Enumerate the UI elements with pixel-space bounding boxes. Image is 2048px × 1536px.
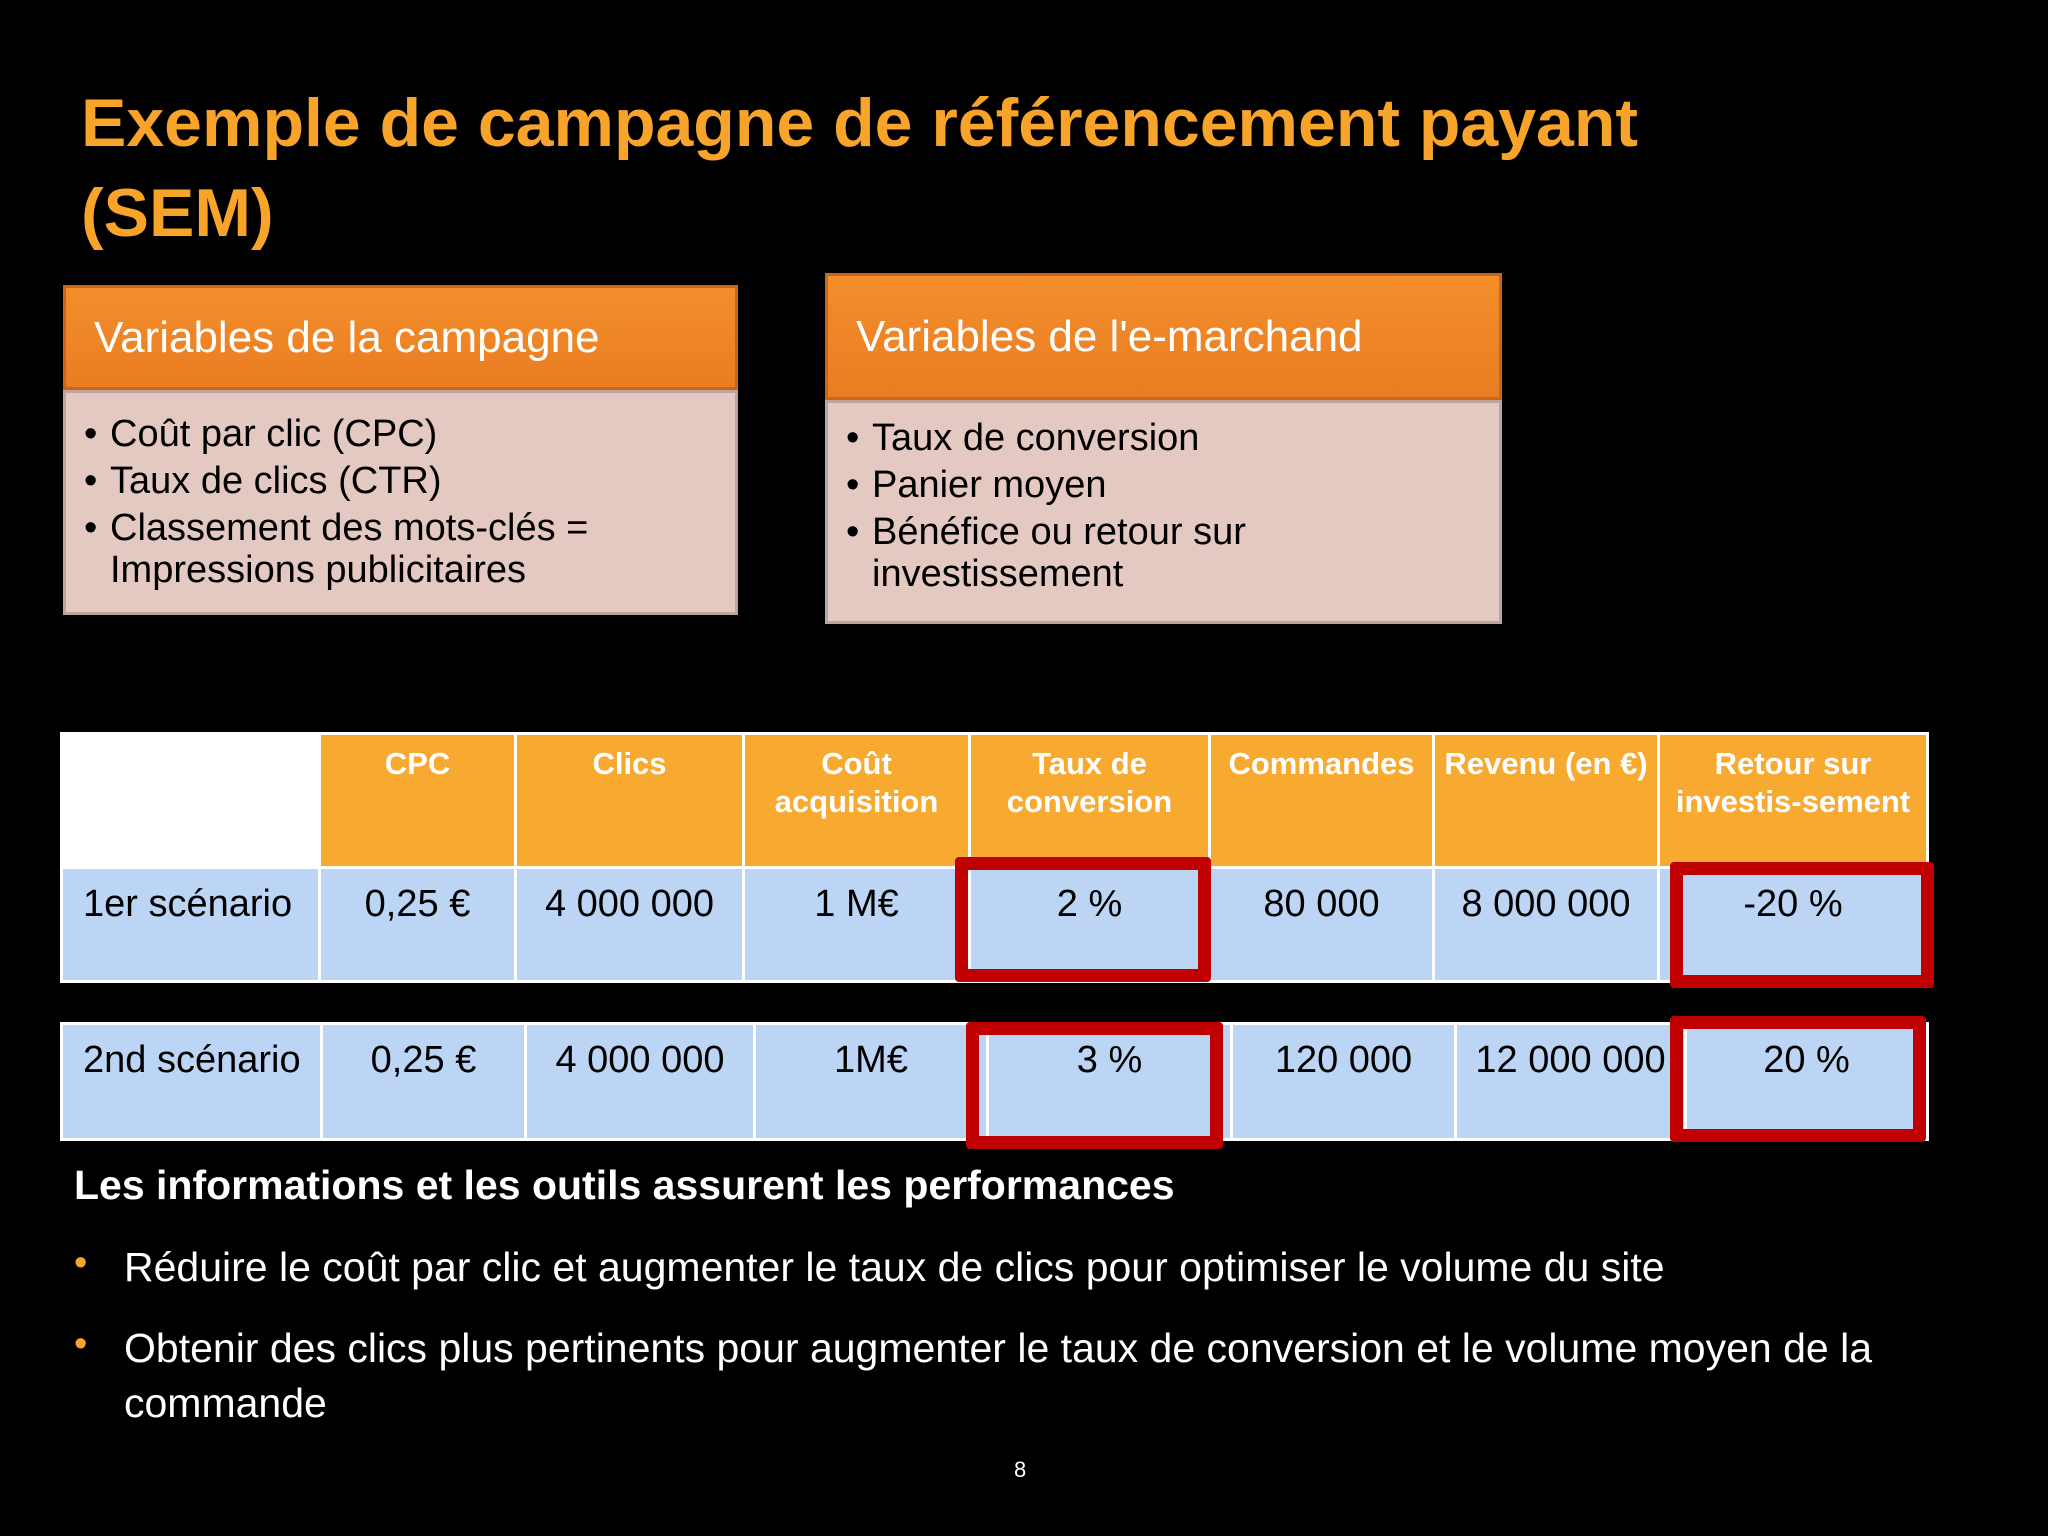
highlight-conversion-row1 xyxy=(955,857,1211,982)
table-row: 1er scénario 0,25 € 4 000 000 1 M€ 2 % 8… xyxy=(60,866,1929,983)
campaign-variables-header: Variables de la campagne xyxy=(63,285,738,390)
list-item: • Obtenir des clics plus pertinents pour… xyxy=(74,1321,1974,1431)
table-row: 2nd scénario 0,25 € 4 000 000 1M€ 3 % 12… xyxy=(60,1022,1929,1141)
table-header-row: CPC Clics Coût acquisition Taux de conve… xyxy=(60,732,1929,869)
table-cell: 12 000 000 xyxy=(1454,1022,1687,1141)
table-cell: 1M€ xyxy=(753,1022,989,1141)
list-item-text: Réduire le coût par clic et augmenter le… xyxy=(124,1244,1665,1290)
table-cell: 1 M€ xyxy=(742,866,971,983)
merchant-variable-item: Taux de conversion xyxy=(828,417,1499,459)
campaign-variables-body: Coût par clic (CPC) Taux de clics (CTR) … xyxy=(63,390,738,615)
bullet-dot-icon: • xyxy=(74,1323,88,1365)
merchant-variables-body: Taux de conversion Panier moyen Bénéfice… xyxy=(825,400,1502,624)
slide-title-line-2: (SEM) xyxy=(81,175,274,251)
performance-heading: Les informations et les outils assurent … xyxy=(74,1162,1175,1208)
scenario-table: CPC Clics Coût acquisition Taux de conve… xyxy=(60,732,1929,983)
bullet-dot-icon: • xyxy=(74,1242,88,1284)
table-cell: 0,25 € xyxy=(318,866,517,983)
campaign-variable-item: Classement des mots-clés = Impressions p… xyxy=(66,507,735,591)
campaign-variable-item: Taux de clics (CTR) xyxy=(66,460,735,502)
table-header-blank xyxy=(60,732,321,869)
header-retour-investissement: Retour sur investis-sement xyxy=(1657,732,1929,869)
table-cell: 120 000 xyxy=(1230,1022,1457,1141)
table-cell: 3 % xyxy=(986,1022,1233,1141)
highlight-conversion-row2 xyxy=(966,1022,1223,1149)
row-label: 1er scénario xyxy=(60,866,321,983)
merchant-variables-box: Variables de l'e-marchand Taux de conver… xyxy=(825,273,1502,624)
table-cell: 80 000 xyxy=(1208,866,1435,983)
merchant-variable-item: Bénéfice ou retour sur investissement xyxy=(828,511,1499,595)
merchant-variable-item: Panier moyen xyxy=(828,464,1499,506)
table-cell: -20 % xyxy=(1657,866,1929,983)
campaign-variables-title: Variables de la campagne xyxy=(94,312,600,362)
slide-title: Exemple de campagne de référencement pay… xyxy=(81,78,1961,258)
table-cell: 0,25 € xyxy=(320,1022,527,1141)
row-label: 2nd scénario xyxy=(60,1022,323,1141)
header-commandes: Commandes xyxy=(1208,732,1435,869)
list-item: • Réduire le coût par clic et augmenter … xyxy=(74,1240,1974,1295)
page-number: 8 xyxy=(1014,1457,1027,1482)
header-taux-conversion: Taux de conversion xyxy=(968,732,1211,869)
campaign-variables-box: Variables de la campagne Coût par clic (… xyxy=(63,285,738,615)
table-cell: 4 000 000 xyxy=(524,1022,756,1141)
performance-list: • Réduire le coût par clic et augmenter … xyxy=(74,1240,1974,1457)
list-item-text: Obtenir des clics plus pertinents pour a… xyxy=(124,1325,1873,1426)
merchant-variables-header: Variables de l'e-marchand xyxy=(825,273,1502,400)
campaign-variable-item: Coût par clic (CPC) xyxy=(66,413,735,455)
campaign-variables-list: Coût par clic (CPC) Taux de clics (CTR) … xyxy=(66,413,735,591)
merchant-variables-title: Variables de l'e-marchand xyxy=(856,311,1363,361)
header-cpc: CPC xyxy=(318,732,517,869)
highlight-roi-row2 xyxy=(1670,1016,1926,1142)
highlight-roi-row1 xyxy=(1670,862,1934,988)
table-cell: 4 000 000 xyxy=(514,866,745,983)
table-cell: 8 000 000 xyxy=(1432,866,1660,983)
merchant-variables-list: Taux de conversion Panier moyen Bénéfice… xyxy=(828,417,1499,595)
slide-title-line-1: Exemple de campagne de référencement pay… xyxy=(81,85,1639,161)
header-clics: Clics xyxy=(514,732,745,869)
header-revenu: Revenu (en €) xyxy=(1432,732,1660,869)
header-cout-acquisition: Coût acquisition xyxy=(742,732,971,869)
scenario-table-second: 2nd scénario 0,25 € 4 000 000 1M€ 3 % 12… xyxy=(60,1022,1929,1141)
